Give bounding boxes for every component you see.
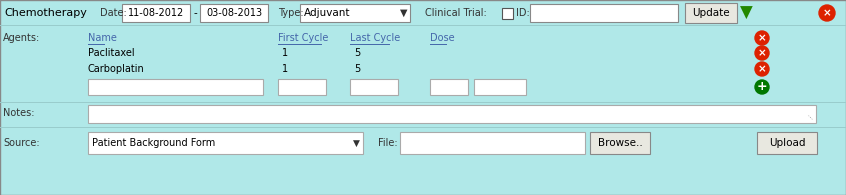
Text: Carboplatin: Carboplatin <box>88 64 145 74</box>
Text: Upload: Upload <box>769 138 805 148</box>
Text: 03-08-2013: 03-08-2013 <box>206 8 262 18</box>
FancyBboxPatch shape <box>685 3 737 23</box>
Text: Chemotherapy: Chemotherapy <box>4 8 87 18</box>
Bar <box>0 102 846 103</box>
Bar <box>278 79 326 95</box>
Text: Notes:: Notes: <box>3 108 35 118</box>
Text: Last Cycle: Last Cycle <box>350 33 400 43</box>
Circle shape <box>755 46 769 60</box>
Text: Adjuvant: Adjuvant <box>304 8 350 18</box>
Text: 1: 1 <box>282 64 288 74</box>
Text: Browse..: Browse.. <box>597 138 642 148</box>
Bar <box>300 4 410 22</box>
Circle shape <box>819 5 835 21</box>
Bar <box>530 4 678 22</box>
Text: ID:: ID: <box>516 8 530 18</box>
Text: First Cycle: First Cycle <box>278 33 328 43</box>
Text: Paclitaxel: Paclitaxel <box>88 48 135 58</box>
Bar <box>88 105 816 123</box>
Text: 1: 1 <box>282 48 288 58</box>
Circle shape <box>755 31 769 45</box>
Text: -: - <box>193 8 197 18</box>
Text: 5: 5 <box>354 64 360 74</box>
Text: ▼: ▼ <box>353 138 360 147</box>
Bar <box>474 79 526 95</box>
Bar <box>88 132 363 154</box>
Circle shape <box>755 80 769 94</box>
Text: ×: × <box>822 8 832 18</box>
Bar <box>502 7 513 19</box>
Text: File:: File: <box>378 138 398 148</box>
Text: Update: Update <box>692 8 730 18</box>
Bar <box>122 4 190 22</box>
Text: Date:: Date: <box>100 8 127 18</box>
Text: Agents:: Agents: <box>3 33 41 43</box>
Text: Type:: Type: <box>278 8 304 18</box>
Text: ×: × <box>758 48 766 58</box>
FancyBboxPatch shape <box>590 132 650 154</box>
FancyBboxPatch shape <box>757 132 817 154</box>
Text: ▼: ▼ <box>400 8 408 18</box>
Text: Dose: Dose <box>430 33 454 43</box>
Text: Clinical Trial:: Clinical Trial: <box>425 8 486 18</box>
Text: ×: × <box>758 33 766 43</box>
Bar <box>350 79 398 95</box>
Text: ▼: ▼ <box>739 4 752 22</box>
Text: 11-08-2012: 11-08-2012 <box>128 8 184 18</box>
Bar <box>0 127 846 128</box>
Text: Name: Name <box>88 33 117 43</box>
Circle shape <box>755 62 769 76</box>
Text: +: + <box>756 81 767 93</box>
Bar <box>430 79 468 95</box>
Bar <box>0 25 846 26</box>
Text: Patient Background Form: Patient Background Form <box>92 138 215 148</box>
Text: ⋯: ⋯ <box>804 113 813 122</box>
Text: ×: × <box>758 64 766 74</box>
Bar <box>200 4 268 22</box>
Text: 5: 5 <box>354 48 360 58</box>
Bar <box>88 79 263 95</box>
Text: Source:: Source: <box>3 138 40 148</box>
Bar <box>400 132 585 154</box>
